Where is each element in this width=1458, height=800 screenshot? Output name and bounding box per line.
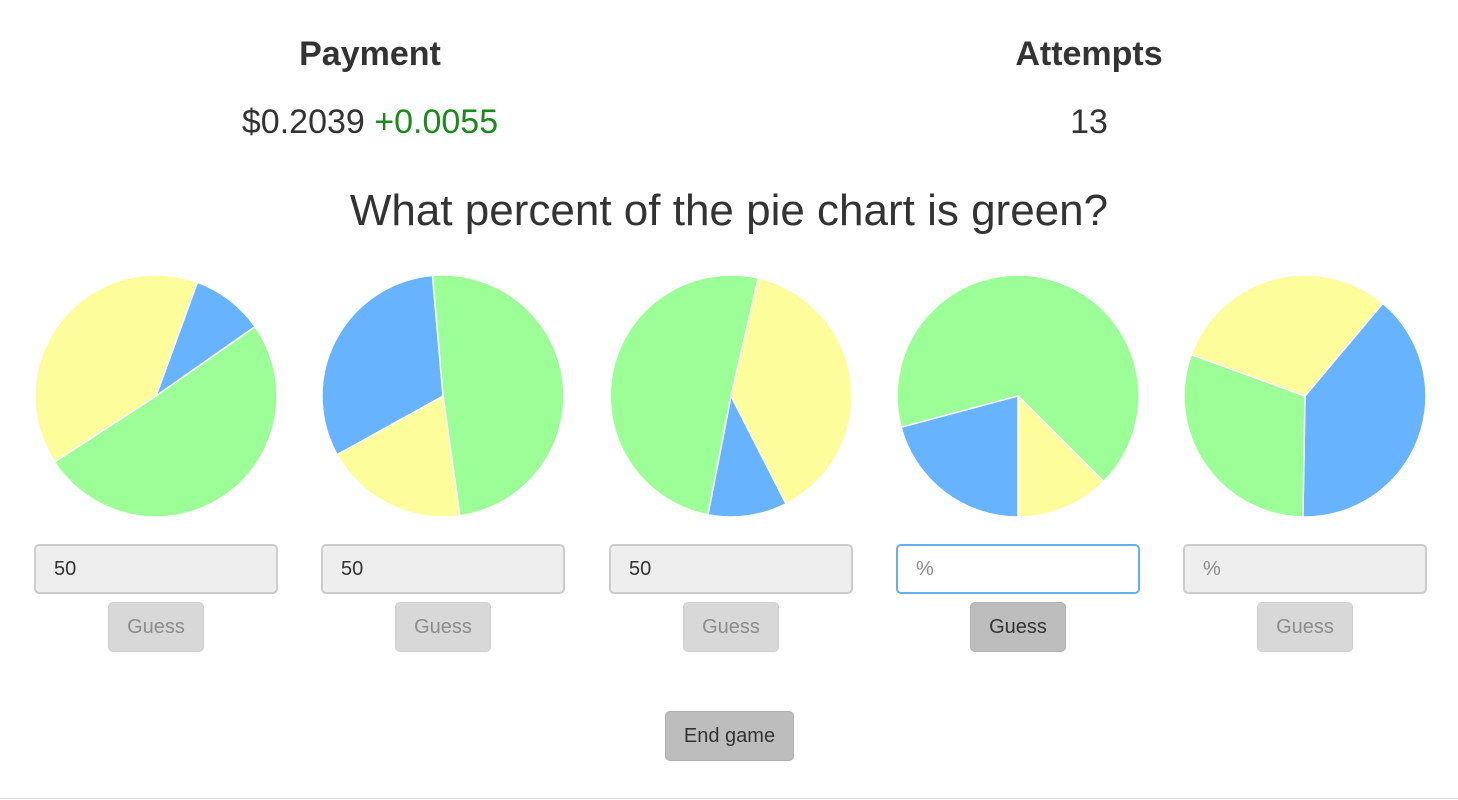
footer-divider: [0, 798, 1458, 799]
payment-value: $0.2039: [241, 103, 365, 141]
pie-column-3: Guess: [609, 270, 853, 652]
guess-input-1[interactable]: [34, 544, 278, 594]
end-game-button[interactable]: End game: [665, 711, 794, 761]
pie-column-5: Guess: [1183, 270, 1427, 652]
pie-3-slice-green: [609, 274, 760, 516]
pie-1-slice-yellow: [34, 274, 199, 463]
pie-column-1: Guess: [34, 270, 278, 652]
guess-button-3[interactable]: Guess: [683, 602, 779, 652]
guess-button-5[interactable]: Guess: [1257, 602, 1353, 652]
pie-1-slice-green: [53, 325, 278, 518]
attempts-title: Attempts: [1015, 35, 1163, 73]
pie-chart-4: [896, 274, 1140, 518]
pie-chart-2: [321, 274, 565, 518]
pie-2-slice-blue: [321, 274, 444, 456]
pie-4-slice-yellow: [1017, 394, 1105, 518]
pie-chart-1: [34, 274, 278, 518]
pie-2-slice-green: [431, 274, 565, 517]
pie-4-slice-green: [896, 274, 1140, 483]
guess-button-1[interactable]: Guess: [108, 602, 204, 652]
guess-input-4[interactable]: [896, 544, 1140, 594]
pie-column-4: Guess: [896, 270, 1140, 652]
payment-panel: Payment $0.2039 +0.0055: [170, 30, 570, 146]
guess-button-2[interactable]: Guess: [395, 602, 491, 652]
pie-2-slice-yellow: [336, 394, 461, 518]
question-text: What percent of the pie chart is green?: [349, 186, 1109, 235]
payment-value-row: $0.2039 +0.0055: [170, 98, 570, 146]
pie-4-slice-blue: [900, 395, 1019, 518]
payment-title: Payment: [299, 35, 441, 73]
guess-button-4[interactable]: Guess: [970, 602, 1066, 652]
pie-3-slice-yellow: [730, 277, 853, 505]
pie-chart-3: [609, 274, 853, 518]
pie-charts-row: Guess Guess Guess Guess Guess: [0, 270, 1458, 670]
pie-5-slice-blue: [1302, 302, 1427, 518]
attempts-value: 13: [1070, 103, 1108, 141]
guess-input-5[interactable]: [1183, 544, 1427, 594]
pie-column-2: Guess: [321, 270, 565, 652]
pie-5-slice-yellow: [1190, 274, 1384, 397]
guess-input-3[interactable]: [609, 544, 853, 594]
pie-chart-5: [1183, 274, 1427, 518]
guess-input-2[interactable]: [321, 544, 565, 594]
pie-5-slice-green: [1183, 353, 1306, 518]
pie-3-slice-blue: [707, 393, 787, 518]
pie-1-slice-blue: [154, 281, 257, 398]
payment-delta: +0.0055: [374, 103, 499, 141]
attempts-panel: Attempts 13: [889, 30, 1289, 146]
